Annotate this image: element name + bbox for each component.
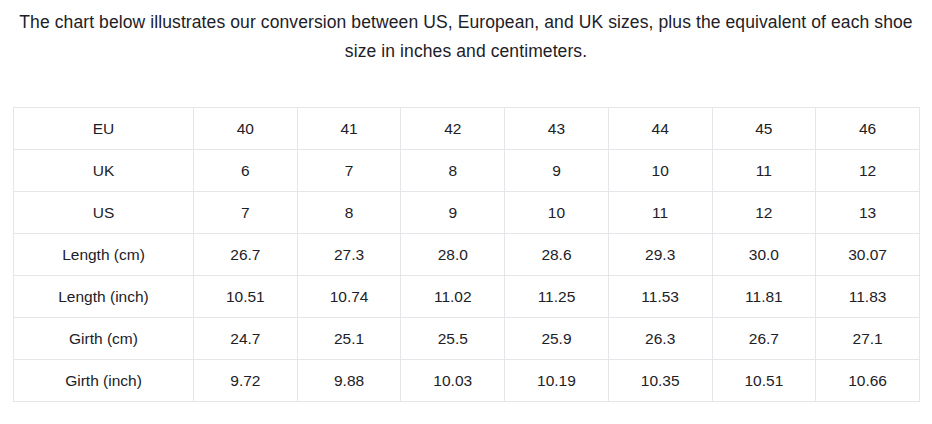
table-cell: 26.7 bbox=[194, 234, 298, 276]
table-cell: 41 bbox=[297, 108, 401, 150]
table-cell: 11.02 bbox=[401, 276, 505, 318]
row-label: Girth (inch) bbox=[14, 360, 194, 402]
table-row-uk: UK 6 7 8 9 10 11 12 bbox=[14, 150, 920, 192]
table-cell: 12 bbox=[816, 150, 920, 192]
table-cell: 27.3 bbox=[297, 234, 401, 276]
row-label: EU bbox=[14, 108, 194, 150]
table-cell: 10.51 bbox=[194, 276, 298, 318]
table-row-length-inch: Length (inch) 10.51 10.74 11.02 11.25 11… bbox=[14, 276, 920, 318]
table-cell: 43 bbox=[505, 108, 609, 150]
table-cell: 46 bbox=[816, 108, 920, 150]
table-cell: 30.0 bbox=[712, 234, 816, 276]
table-cell: 10.35 bbox=[608, 360, 712, 402]
row-label: Length (inch) bbox=[14, 276, 194, 318]
table-cell: 12 bbox=[712, 192, 816, 234]
table-row-eu: EU 40 41 42 43 44 45 46 bbox=[14, 108, 920, 150]
table-cell: 11.81 bbox=[712, 276, 816, 318]
table-cell: 11.83 bbox=[816, 276, 920, 318]
size-conversion-table: EU 40 41 42 43 44 45 46 UK 6 7 8 9 10 11… bbox=[13, 107, 920, 402]
table-cell: 10.51 bbox=[712, 360, 816, 402]
table-cell: 6 bbox=[194, 150, 298, 192]
table-cell: 9.88 bbox=[297, 360, 401, 402]
table-row-girth-inch: Girth (inch) 9.72 9.88 10.03 10.19 10.35… bbox=[14, 360, 920, 402]
table-row-us: US 7 8 9 10 11 12 13 bbox=[14, 192, 920, 234]
table-cell: 29.3 bbox=[608, 234, 712, 276]
table-row-length-cm: Length (cm) 26.7 27.3 28.0 28.6 29.3 30.… bbox=[14, 234, 920, 276]
table-cell: 10 bbox=[505, 192, 609, 234]
table-cell: 8 bbox=[401, 150, 505, 192]
table-cell: 11.53 bbox=[608, 276, 712, 318]
row-label: Girth (cm) bbox=[14, 318, 194, 360]
table-cell: 10 bbox=[608, 150, 712, 192]
table-cell: 24.7 bbox=[194, 318, 298, 360]
table-cell: 11.25 bbox=[505, 276, 609, 318]
table-cell: 42 bbox=[401, 108, 505, 150]
table-cell: 13 bbox=[816, 192, 920, 234]
table-cell: 30.07 bbox=[816, 234, 920, 276]
table-cell: 10.03 bbox=[401, 360, 505, 402]
row-label: Length (cm) bbox=[14, 234, 194, 276]
table-cell: 7 bbox=[297, 150, 401, 192]
table-cell: 26.3 bbox=[608, 318, 712, 360]
table-cell: 8 bbox=[297, 192, 401, 234]
table-cell: 27.1 bbox=[816, 318, 920, 360]
row-label: US bbox=[14, 192, 194, 234]
table-cell: 9 bbox=[505, 150, 609, 192]
table-cell: 25.1 bbox=[297, 318, 401, 360]
row-label: UK bbox=[14, 150, 194, 192]
table-cell: 45 bbox=[712, 108, 816, 150]
table-cell: 40 bbox=[194, 108, 298, 150]
table-cell: 10.66 bbox=[816, 360, 920, 402]
table-cell: 10.19 bbox=[505, 360, 609, 402]
table-cell: 11 bbox=[608, 192, 712, 234]
table-row-girth-cm: Girth (cm) 24.7 25.1 25.5 25.9 26.3 26.7… bbox=[14, 318, 920, 360]
table-cell: 9.72 bbox=[194, 360, 298, 402]
table-cell: 25.5 bbox=[401, 318, 505, 360]
table-cell: 26.7 bbox=[712, 318, 816, 360]
table-cell: 28.0 bbox=[401, 234, 505, 276]
table-cell: 44 bbox=[608, 108, 712, 150]
table-cell: 11 bbox=[712, 150, 816, 192]
table-cell: 7 bbox=[194, 192, 298, 234]
table-cell: 28.6 bbox=[505, 234, 609, 276]
table-cell: 25.9 bbox=[505, 318, 609, 360]
table-cell: 9 bbox=[401, 192, 505, 234]
table-cell: 10.74 bbox=[297, 276, 401, 318]
intro-text: The chart below illustrates our conversi… bbox=[18, 0, 914, 66]
